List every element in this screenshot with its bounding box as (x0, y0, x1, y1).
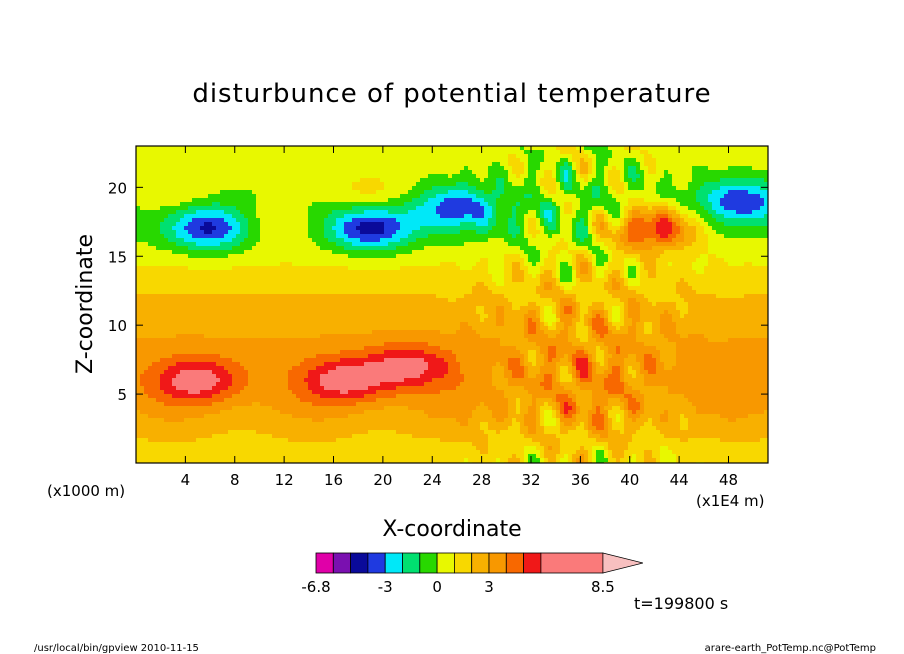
colorbar (315, 552, 643, 574)
x-axis-ticks: 4 8 12 16 20 24 28 32 36 40 44 48 (181, 146, 738, 489)
x-tick-label: 16 (324, 471, 343, 489)
colorbar-bin (332, 552, 351, 574)
colorbar-bin (402, 552, 421, 574)
colorbar-bin (367, 552, 386, 574)
colorbar-tick-label: 3 (484, 578, 494, 596)
x-tick-label: 12 (275, 471, 294, 489)
y-tick-label: 10 (108, 317, 127, 335)
footer-right: arare-earth_PotTemp.nc@PotTemp (705, 643, 876, 654)
x-tick-label: 4 (181, 471, 191, 489)
colorbar-bin (523, 552, 542, 574)
x-tick-label: 24 (423, 471, 442, 489)
colorbar-tick-label: 8.5 (591, 578, 615, 596)
y-axis-label: Z-coordinate (73, 234, 98, 374)
contour-field (136, 146, 768, 463)
x-tick-label: 8 (230, 471, 240, 489)
x-unit-label: (x1E4 m) (696, 492, 765, 510)
x-tick-label: 28 (472, 471, 491, 489)
colorbar-bin (350, 552, 369, 574)
plot-frame (135, 145, 769, 464)
colorbar-tick-label: -6.8 (301, 578, 330, 596)
colorbar-labels: -6.8 -3 0 3 8.5 (301, 578, 614, 596)
y-axis-ticks: 5 10 15 20 (108, 179, 768, 404)
y-tick-label: 20 (108, 179, 127, 197)
x-tick-label: 36 (571, 471, 590, 489)
colorbar-bin (453, 552, 473, 574)
x-tick-label: 48 (719, 471, 738, 489)
colorbar-bin (419, 552, 438, 574)
colorbar-over-arrow (602, 552, 643, 574)
x-tick-label: 44 (670, 471, 689, 489)
chart-title: disturbunce of potential temperature (192, 79, 711, 109)
time-label: t=199800 s (634, 594, 728, 613)
colorbar-tick-label: 0 (432, 578, 442, 596)
x-tick-label: 32 (521, 471, 540, 489)
y-tick-label: 15 (108, 248, 127, 266)
x-tick-label: 40 (620, 471, 639, 489)
y-tick-label: 5 (117, 386, 127, 404)
colorbar-bin (436, 552, 455, 574)
footer-left: /usr/local/bin/gpview 2010-11-15 (34, 643, 199, 654)
colorbar-bin (488, 552, 507, 574)
x-axis-label: X-coordinate (382, 517, 521, 542)
colorbar-bin (471, 552, 490, 574)
colorbar-bin (505, 552, 524, 574)
colorbar-tick-label: -3 (378, 578, 393, 596)
x-tick-label: 20 (373, 471, 392, 489)
y-unit-label: (x1000 m) (47, 482, 125, 500)
colorbar-bin (540, 552, 604, 574)
colorbar-bin (384, 552, 403, 574)
colorbar-bin (315, 552, 334, 574)
